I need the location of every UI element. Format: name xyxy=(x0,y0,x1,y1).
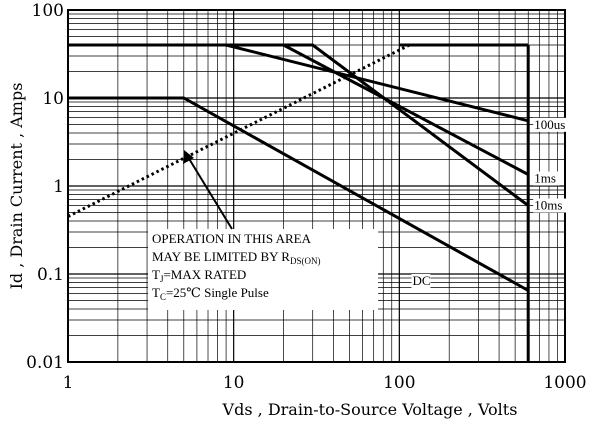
annotation: OPERATION IN THIS AREA MAY BE LIMITED BY… xyxy=(148,229,378,310)
x-tick-label: 1000 xyxy=(543,373,586,393)
series-line-10ms xyxy=(68,43,530,207)
annotation-arrow xyxy=(183,150,233,230)
annotation-box xyxy=(148,229,378,310)
curve-label-dc: DC xyxy=(412,273,430,288)
x-tick-labels: 1 10 100 1000 xyxy=(63,373,587,393)
x-tick-label: 10 xyxy=(223,373,245,393)
curve-label-bg xyxy=(533,117,575,132)
curve-label-bg xyxy=(533,198,568,213)
y-tick-label: 0.1 xyxy=(37,265,64,285)
curve-label-10ms: 10ms xyxy=(534,198,562,213)
y-tick-label: 0.01 xyxy=(26,353,64,373)
annotation-line-1: OPERATION IN THIS AREA xyxy=(152,231,312,246)
curve-labels: 100us 1ms 10ms DC xyxy=(411,117,575,288)
y-tick-labels: 0.01 0.1 1 10 100 xyxy=(26,1,64,373)
curve-label-100us: 100us xyxy=(534,117,565,132)
x-tick-label: 100 xyxy=(383,373,415,393)
arrow-head xyxy=(183,150,194,164)
y-axis-label: Id , Drain Current , Amps xyxy=(7,83,26,290)
series-layer xyxy=(67,43,530,362)
annotation-line-4: TC=25℃ Single Pulse xyxy=(152,285,269,302)
curve-label-1ms: 1ms xyxy=(534,171,556,186)
annotation-line-3: TJ=MAX RATED xyxy=(152,267,246,284)
y-tick-label: 1 xyxy=(53,177,64,197)
arrow-shaft xyxy=(187,156,233,230)
x-axis-label: Vds , Drain-to-Source Voltage , Volts xyxy=(222,400,518,419)
curve-label-bg xyxy=(533,171,560,186)
series-line-dc xyxy=(68,96,529,292)
curve-label-bg xyxy=(411,273,431,288)
y-tick-label: 100 xyxy=(32,1,64,21)
y-tick-label: 10 xyxy=(42,89,64,109)
plot-frame xyxy=(67,9,566,363)
annotation-line-2: MAY BE LIMITED BY RDS(ON) xyxy=(152,249,320,266)
x-tick-label: 1 xyxy=(63,373,74,393)
